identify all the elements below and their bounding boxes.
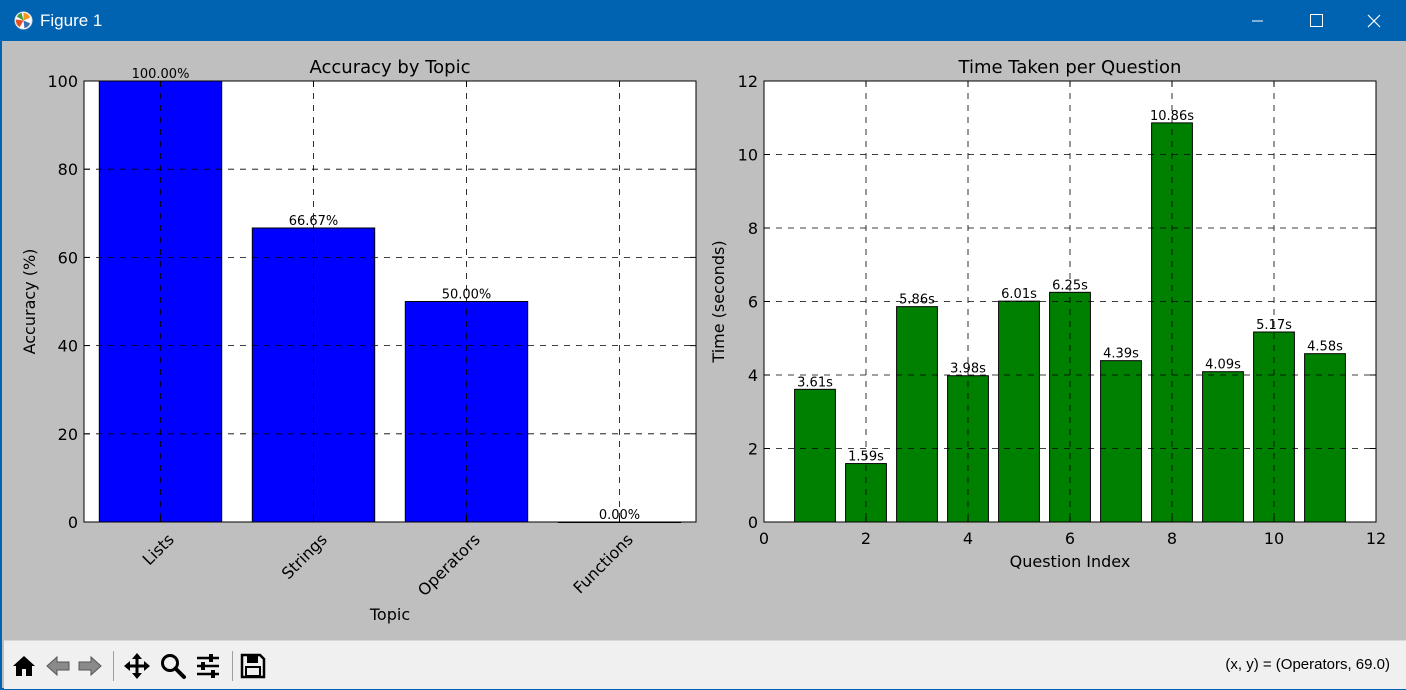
data-label: 1.59s xyxy=(848,450,884,465)
forward-button[interactable] xyxy=(75,651,105,681)
chart-title: Time Taken per Question xyxy=(958,57,1182,78)
data-label: 5.86s xyxy=(899,293,935,308)
bar xyxy=(998,300,1040,523)
forward-arrow-icon xyxy=(78,655,102,677)
y-tick-label: 10 xyxy=(738,146,758,165)
configure-subplots-button[interactable] xyxy=(193,651,223,681)
maximize-icon xyxy=(1309,14,1323,27)
figure-canvas[interactable]: 100.00% 66.67% 50.00% 0.00% 0 20 40 60 80 100 List… xyxy=(4,41,1406,640)
matplotlib-icon xyxy=(14,11,33,30)
save-button[interactable] xyxy=(238,651,268,681)
figure-svg: 100.00%66.67%50.00%0.00%020406080100List… xyxy=(20,57,1386,624)
minimize-button[interactable] xyxy=(1229,0,1287,41)
toolbar-separator xyxy=(232,651,233,681)
data-label: 4.58s xyxy=(1307,340,1343,355)
pan-move-icon xyxy=(124,653,150,679)
navigation-toolbar: (x, y) = (Operators, 69.0) xyxy=(4,640,1406,689)
y-tick-label: 8 xyxy=(748,219,758,238)
bar xyxy=(896,306,938,523)
data-label: 50.00% xyxy=(442,288,492,303)
data-label: 4.09s xyxy=(1205,358,1241,373)
pan-button[interactable] xyxy=(122,651,152,681)
data-label: 3.61s xyxy=(797,375,833,390)
minimize-icon xyxy=(1252,20,1263,21)
data-label: 5.17s xyxy=(1256,318,1292,333)
save-icon xyxy=(240,653,266,679)
y-tick-label: 0 xyxy=(68,513,78,532)
close-button[interactable] xyxy=(1345,0,1403,41)
y-axis-label: Accuracy (%) xyxy=(20,249,39,355)
bar xyxy=(794,388,836,523)
title-bar[interactable]: Figure 1 xyxy=(2,0,1406,41)
y-tick-label: 0 xyxy=(748,513,758,532)
data-label: 10.86s xyxy=(1150,109,1194,124)
zoom-button[interactable] xyxy=(158,651,188,681)
y-tick-label: 20 xyxy=(58,425,78,444)
x-tick-label: 10 xyxy=(1264,529,1284,548)
x-tick-label: 4 xyxy=(963,529,973,548)
y-axis-label: Time (seconds) xyxy=(709,240,728,363)
data-label: 6.25s xyxy=(1052,278,1088,293)
y-tick-label: 4 xyxy=(748,366,758,385)
bar xyxy=(1100,360,1142,523)
x-tick-label: Functions xyxy=(569,530,636,597)
data-label: 6.01s xyxy=(1001,287,1037,302)
data-label: 66.67% xyxy=(289,214,339,229)
y-tick-label: 60 xyxy=(58,248,78,267)
home-icon xyxy=(13,656,35,676)
toolbar-separator xyxy=(113,651,114,681)
axes-frame xyxy=(83,80,697,523)
data-label: 4.39s xyxy=(1103,347,1139,362)
x-tick-label: 2 xyxy=(861,529,871,548)
data-label: 3.98s xyxy=(950,362,986,377)
data-label: 0.00% xyxy=(599,508,640,523)
cursor-coordinates: (x, y) = (Operators, 69.0) xyxy=(1225,656,1390,673)
y-tick-label: 100 xyxy=(47,72,78,91)
y-tick-label: 6 xyxy=(748,293,758,312)
x-tick-label: Operators xyxy=(414,530,484,600)
bar xyxy=(1202,371,1244,523)
x-tick-label: Lists xyxy=(139,530,178,569)
close-icon xyxy=(1367,14,1381,27)
x-tick-label: 8 xyxy=(1167,529,1177,548)
zoom-magnifier-icon xyxy=(161,654,186,679)
x-tick-label: Strings xyxy=(278,530,331,583)
maximize-button[interactable] xyxy=(1287,0,1345,41)
y-tick-label: 80 xyxy=(58,160,78,179)
x-tick-label: 0 xyxy=(759,529,769,548)
x-tick-label: 6 xyxy=(1065,529,1075,548)
y-tick-label: 2 xyxy=(748,440,758,459)
x-tick-label: 12 xyxy=(1366,529,1386,548)
y-tick-label: 40 xyxy=(58,337,78,356)
window-title: Figure 1 xyxy=(40,11,103,30)
x-axis-label: Topic xyxy=(369,605,410,624)
x-axis-label: Question Index xyxy=(1010,552,1131,571)
chart-title: Accuracy by Topic xyxy=(310,57,471,78)
y-tick-label: 12 xyxy=(738,72,758,91)
back-arrow-icon xyxy=(46,655,70,677)
home-button[interactable] xyxy=(9,651,39,681)
configure-subplots-icon xyxy=(197,654,219,678)
back-button[interactable] xyxy=(43,651,73,681)
bar xyxy=(1304,353,1346,523)
data-label: 100.00% xyxy=(132,67,190,82)
